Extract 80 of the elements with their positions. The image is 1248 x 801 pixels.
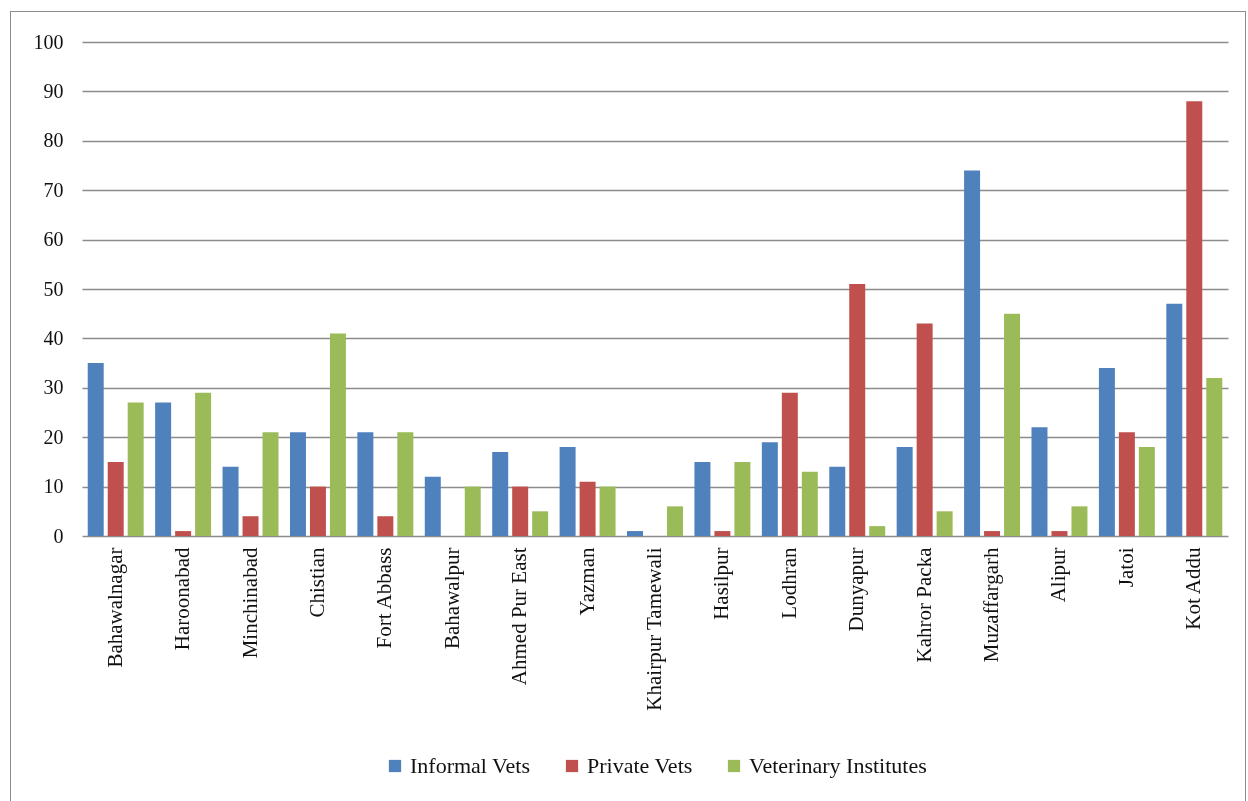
- bar: [734, 461, 751, 536]
- bar: [666, 506, 683, 536]
- legend-label: Veterinary Institutes: [749, 753, 927, 778]
- bar: [714, 531, 731, 536]
- bar: [1098, 368, 1115, 536]
- y-tick-label: 10: [43, 475, 64, 498]
- bar: [357, 432, 374, 536]
- x-tick-label: Fort Abbass: [372, 547, 397, 649]
- bar: [289, 432, 306, 536]
- y-tick-label: 80: [43, 129, 64, 152]
- bar: [559, 447, 576, 536]
- bar: [801, 471, 818, 536]
- bar: [984, 531, 1001, 536]
- bar: [532, 511, 549, 536]
- bar: [1071, 506, 1088, 536]
- bar: [964, 170, 981, 536]
- x-tick-label: Alipur: [1046, 547, 1071, 603]
- bar: [309, 486, 326, 536]
- y-tick-label: 30: [43, 376, 64, 399]
- y-tick-label: 100: [33, 30, 64, 53]
- bar: [1206, 377, 1223, 536]
- bar: [1186, 101, 1203, 536]
- bar: [492, 452, 509, 536]
- y-tick-label: 20: [43, 425, 64, 448]
- bar: [397, 432, 414, 536]
- bar: [222, 466, 239, 536]
- bar: [424, 476, 441, 536]
- x-tick-label: Minchinabad: [237, 547, 262, 659]
- bar: [829, 466, 846, 536]
- bar: [464, 486, 481, 536]
- bar: [175, 531, 192, 536]
- bar: [694, 461, 711, 536]
- bar: [1138, 447, 1155, 536]
- y-tick-label: 40: [43, 326, 64, 349]
- x-tick-label: Ahmed Pur East: [507, 547, 532, 686]
- x-tick-label: Muzaffargarh: [979, 547, 1004, 663]
- bar: [242, 516, 259, 536]
- bar: [869, 526, 886, 536]
- bar: [87, 363, 104, 536]
- bar: [127, 402, 144, 536]
- legend-label: Informal Vets: [410, 753, 530, 778]
- bar: [1031, 427, 1048, 536]
- x-tick-label: Haroonabad: [170, 547, 195, 651]
- bar: [512, 486, 529, 536]
- bar: [579, 481, 596, 536]
- bar: [896, 447, 913, 536]
- bar: [1051, 531, 1068, 536]
- x-tick-label: Dunyapur: [844, 547, 869, 632]
- x-tick-label: Bahawalpur: [439, 547, 464, 649]
- bar: [155, 402, 172, 536]
- bar: [1004, 313, 1021, 536]
- bar: [195, 392, 212, 536]
- bar: [761, 442, 778, 536]
- x-tick-label: Bahawalnagar: [102, 547, 127, 668]
- x-tick-label: Kahror Packa: [911, 546, 936, 663]
- bar: [1166, 303, 1183, 536]
- bar: [107, 461, 124, 536]
- x-tick-label: Jatoi: [1113, 547, 1138, 588]
- y-tick-label: 70: [43, 178, 64, 201]
- x-tick-label: Hasilpur: [709, 547, 734, 620]
- y-tick-label: 0: [53, 524, 64, 547]
- x-tick-label: Kot Addu: [1181, 547, 1206, 630]
- bar: [262, 432, 279, 536]
- bar: [916, 323, 933, 536]
- legend-label: Private Vets: [587, 753, 693, 778]
- bar: [627, 531, 644, 536]
- bar: [1118, 432, 1135, 536]
- x-tick-label: Yazman: [574, 547, 599, 616]
- y-tick-label: 60: [43, 228, 64, 251]
- bar: [781, 392, 798, 536]
- bar: [849, 284, 866, 536]
- x-tick-label: Khairpur Tamewali: [642, 547, 666, 711]
- x-tick-label: Chistian: [304, 547, 329, 618]
- bar: [377, 516, 394, 536]
- x-tick-label: Lodhran: [776, 547, 801, 619]
- bar: [936, 511, 953, 536]
- y-tick-label: 50: [43, 277, 64, 300]
- y-tick-label: 90: [43, 79, 64, 102]
- bar: [329, 333, 346, 536]
- bar: [599, 486, 616, 536]
